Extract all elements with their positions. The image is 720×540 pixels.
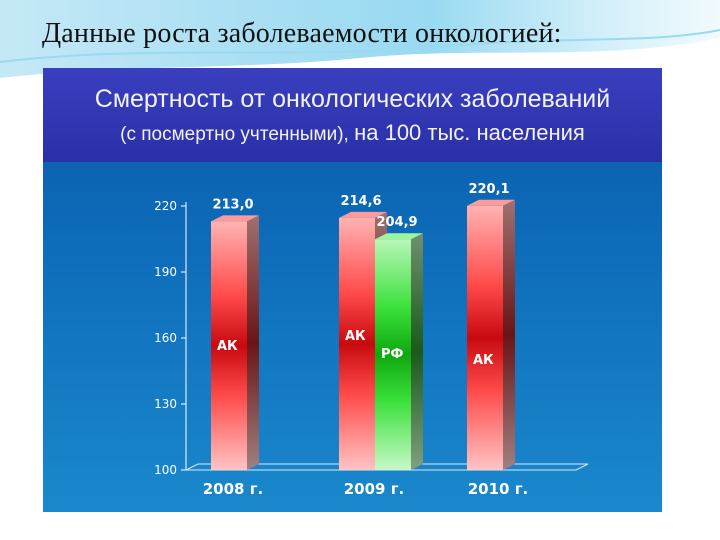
- bar-value-label: 204,9: [376, 215, 417, 230]
- slide-title: Данные роста заболеваемости онкологией:: [42, 18, 562, 49]
- chart-header: Смертность от онкологических заболеваний…: [43, 68, 662, 162]
- x-axis-floor: [185, 463, 589, 471]
- bar-front: [467, 205, 503, 470]
- bar-top: [467, 199, 515, 206]
- bar-series-label: АК: [345, 329, 366, 344]
- bar-front: [211, 221, 247, 470]
- bar-chart: 100 130 160 190 220 2008 г. 2009 г. 2010 г. 213…: [154, 182, 589, 498]
- y-tick-label: 220: [154, 199, 177, 213]
- slide-header-decoration: [0, 0, 720, 78]
- bar-value-label: 213,0: [212, 197, 253, 212]
- chart-panel: Смертность от онкологических заболеваний…: [43, 68, 662, 512]
- bar-series-label: РФ: [381, 347, 404, 362]
- x-tick-label: 2008 г.: [203, 480, 264, 498]
- chart-title: Смертность от онкологических заболеваний: [94, 85, 611, 113]
- y-tick-label: 130: [154, 397, 177, 411]
- bar-value-label: 214,6: [340, 194, 381, 209]
- bar-side: [503, 199, 515, 470]
- y-tick-label: 160: [154, 331, 177, 345]
- x-tick-label: 2010 г.: [468, 480, 529, 498]
- chart-subtitle-part2: на 100 тыс. населения: [354, 120, 585, 145]
- bar-side: [247, 215, 259, 470]
- bar-layer: 213,0 АК 214,6 АК 204,9 РФ 220,1 АК: [211, 182, 515, 470]
- bar-top: [375, 233, 423, 240]
- x-tick-label: 2009 г.: [344, 480, 405, 498]
- y-tick-label: 190: [154, 265, 177, 279]
- bar: 220,1 АК: [467, 182, 515, 470]
- y-tick-label: 100: [154, 463, 177, 477]
- bar-value-label: 220,1: [468, 182, 509, 197]
- bar-front: [375, 239, 411, 470]
- bar-series-label: АК: [217, 339, 238, 354]
- bar-front: [339, 217, 375, 470]
- bar: 213,0 АК: [211, 197, 259, 470]
- chart-subtitle: (с посмертно учтенными), на 100 тыс. нас…: [43, 120, 662, 146]
- bar-top: [211, 215, 259, 222]
- axis-layer: 100 130 160 190 220 2008 г. 2009 г. 2010 г.: [154, 199, 589, 498]
- bar-top: [339, 211, 387, 218]
- bar-side: [411, 233, 423, 470]
- bar-series-label: АК: [473, 353, 494, 368]
- chart-subtitle-part1: (с посмертно учтенными),: [120, 124, 355, 145]
- bar: 204,9 РФ: [375, 215, 423, 470]
